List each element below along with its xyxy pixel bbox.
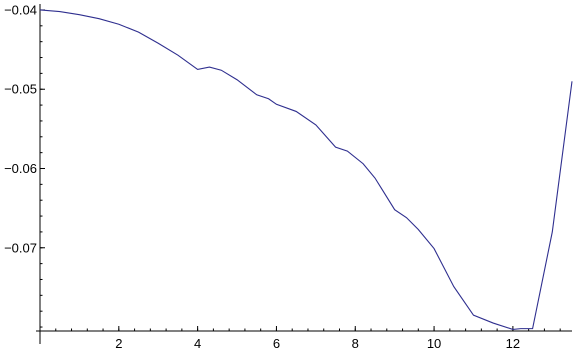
x-tick-label: 8 xyxy=(352,336,359,349)
x-tick-label: 12 xyxy=(506,336,520,349)
x-axis: 2 4 6 8 10 12 xyxy=(36,326,572,349)
series-line xyxy=(39,9,573,330)
x-tick-label: 4 xyxy=(194,336,201,349)
y-axis: −0.04 −0.05 −0.06 −0.07 xyxy=(4,2,45,344)
x-tick-label: 6 xyxy=(273,336,280,349)
x-tick-label: 2 xyxy=(115,336,122,349)
plot-area xyxy=(39,9,573,330)
y-tick-label: −0.04 xyxy=(4,2,37,17)
y-tick-label: −0.05 xyxy=(4,82,37,97)
y-tick-label: −0.06 xyxy=(4,161,37,176)
y-tick-label: −0.07 xyxy=(4,240,37,255)
x-tick-label: 10 xyxy=(427,336,441,349)
